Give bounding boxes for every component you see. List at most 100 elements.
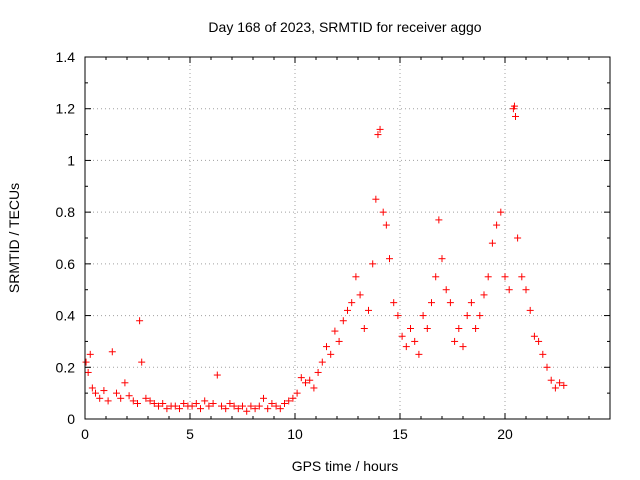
data-point <box>407 325 414 332</box>
axis-ticks-layer: 0 5 10 15 20 0 0.2 0.4 0.6 0.8 1 1.2 1.4 <box>56 49 610 442</box>
data-point <box>423 325 431 332</box>
data-point <box>376 125 384 133</box>
data-point <box>129 397 137 405</box>
data-point <box>209 399 217 407</box>
data-point <box>435 216 443 224</box>
data-point <box>163 405 171 413</box>
data-point <box>374 131 382 139</box>
data-point <box>382 221 390 229</box>
data-point <box>104 397 112 405</box>
data-point <box>201 397 209 405</box>
data-point <box>260 394 267 402</box>
data-point <box>188 402 196 410</box>
data-point <box>505 286 513 294</box>
data-point <box>180 399 188 407</box>
data-point <box>530 332 538 340</box>
data-point <box>171 402 179 410</box>
data-point <box>472 325 480 332</box>
data-point <box>205 402 213 410</box>
data-point <box>134 399 141 407</box>
data-point <box>356 291 364 299</box>
data-point <box>365 306 372 314</box>
data-point <box>510 102 518 110</box>
data-point <box>213 371 221 379</box>
data-point <box>197 405 204 413</box>
data-point <box>247 402 255 410</box>
y-tick-label: 0.6 <box>56 256 76 272</box>
data-point <box>518 273 526 281</box>
data-point <box>394 312 402 320</box>
data-point <box>560 381 568 389</box>
data-point <box>142 394 150 402</box>
data-point <box>480 291 488 299</box>
data-point <box>497 208 505 216</box>
data-point <box>411 337 419 345</box>
data-point <box>442 286 450 294</box>
data-point <box>136 317 144 325</box>
data-point <box>289 394 297 402</box>
data-point <box>331 327 339 335</box>
data-point <box>314 368 322 376</box>
y-tick-label: 0.2 <box>56 359 76 375</box>
data-point <box>255 402 263 410</box>
data-point <box>327 350 335 358</box>
data-point <box>226 399 234 407</box>
data-point <box>402 343 410 351</box>
data-point <box>455 325 463 332</box>
chart-title: Day 168 of 2023, SRMTID for receiver agg… <box>208 19 481 35</box>
data-point <box>419 312 427 320</box>
y-tick-label: 1.2 <box>56 101 76 117</box>
data-point <box>310 384 318 392</box>
data-point <box>155 402 162 410</box>
data-point <box>551 384 559 392</box>
data-point <box>276 405 284 413</box>
data-point <box>264 405 272 413</box>
data-point <box>335 337 343 345</box>
data-point <box>268 399 276 407</box>
data-point <box>121 379 129 387</box>
y-tick-label: 0.8 <box>56 204 76 220</box>
data-point <box>82 358 90 366</box>
x-axis-label: GPS time / hours <box>292 458 399 474</box>
data-point <box>379 208 387 216</box>
data-point <box>451 337 459 345</box>
data-point <box>113 389 120 397</box>
x-tick-label: 15 <box>392 426 408 442</box>
data-point <box>323 343 330 351</box>
data-point <box>239 402 246 410</box>
data-point <box>547 376 555 384</box>
data-point <box>543 363 551 371</box>
data-point <box>438 255 446 263</box>
data-point <box>88 384 96 392</box>
data-point <box>281 399 288 407</box>
y-tick-label: 0.4 <box>56 308 76 324</box>
x-tick-label: 20 <box>497 426 513 442</box>
data-point <box>150 399 158 407</box>
data-point <box>117 394 125 402</box>
data-point <box>344 306 351 314</box>
data-point <box>539 350 547 358</box>
data-point <box>306 376 314 384</box>
data-point <box>297 374 305 382</box>
data-point <box>108 348 116 356</box>
data-point <box>251 405 259 413</box>
data-point <box>92 389 99 397</box>
data-point <box>372 195 380 203</box>
data-point <box>138 358 146 366</box>
data-point <box>415 350 423 358</box>
data-point <box>432 273 440 281</box>
data-points-layer <box>82 102 568 415</box>
y-axis-label: SRMTID / TECUs <box>6 183 22 293</box>
data-point <box>535 337 543 345</box>
data-point <box>146 397 154 405</box>
y-tick-label: 1.4 <box>56 49 76 65</box>
data-point <box>192 399 200 407</box>
data-point <box>285 397 293 405</box>
data-point <box>302 379 309 387</box>
data-point <box>125 392 133 400</box>
data-point <box>386 255 393 263</box>
data-point <box>243 407 251 415</box>
data-point <box>493 221 501 229</box>
data-point <box>467 299 475 307</box>
